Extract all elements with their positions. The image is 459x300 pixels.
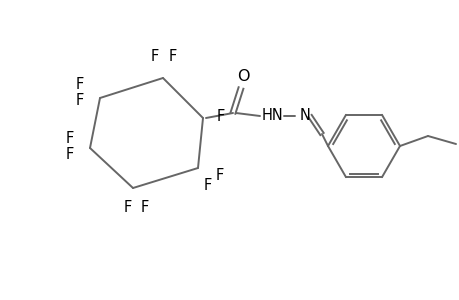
Text: F: F <box>216 109 224 124</box>
Text: HN: HN <box>262 107 283 122</box>
Text: F: F <box>123 200 132 215</box>
Text: F: F <box>76 92 84 107</box>
Text: F: F <box>66 146 74 161</box>
Text: N: N <box>299 107 310 122</box>
Text: F: F <box>168 49 177 64</box>
Text: F: F <box>203 178 212 194</box>
Text: F: F <box>66 130 74 146</box>
Text: O: O <box>236 68 249 83</box>
Text: F: F <box>215 169 224 184</box>
Text: F: F <box>76 76 84 92</box>
Text: F: F <box>140 200 149 215</box>
Text: F: F <box>151 49 159 64</box>
